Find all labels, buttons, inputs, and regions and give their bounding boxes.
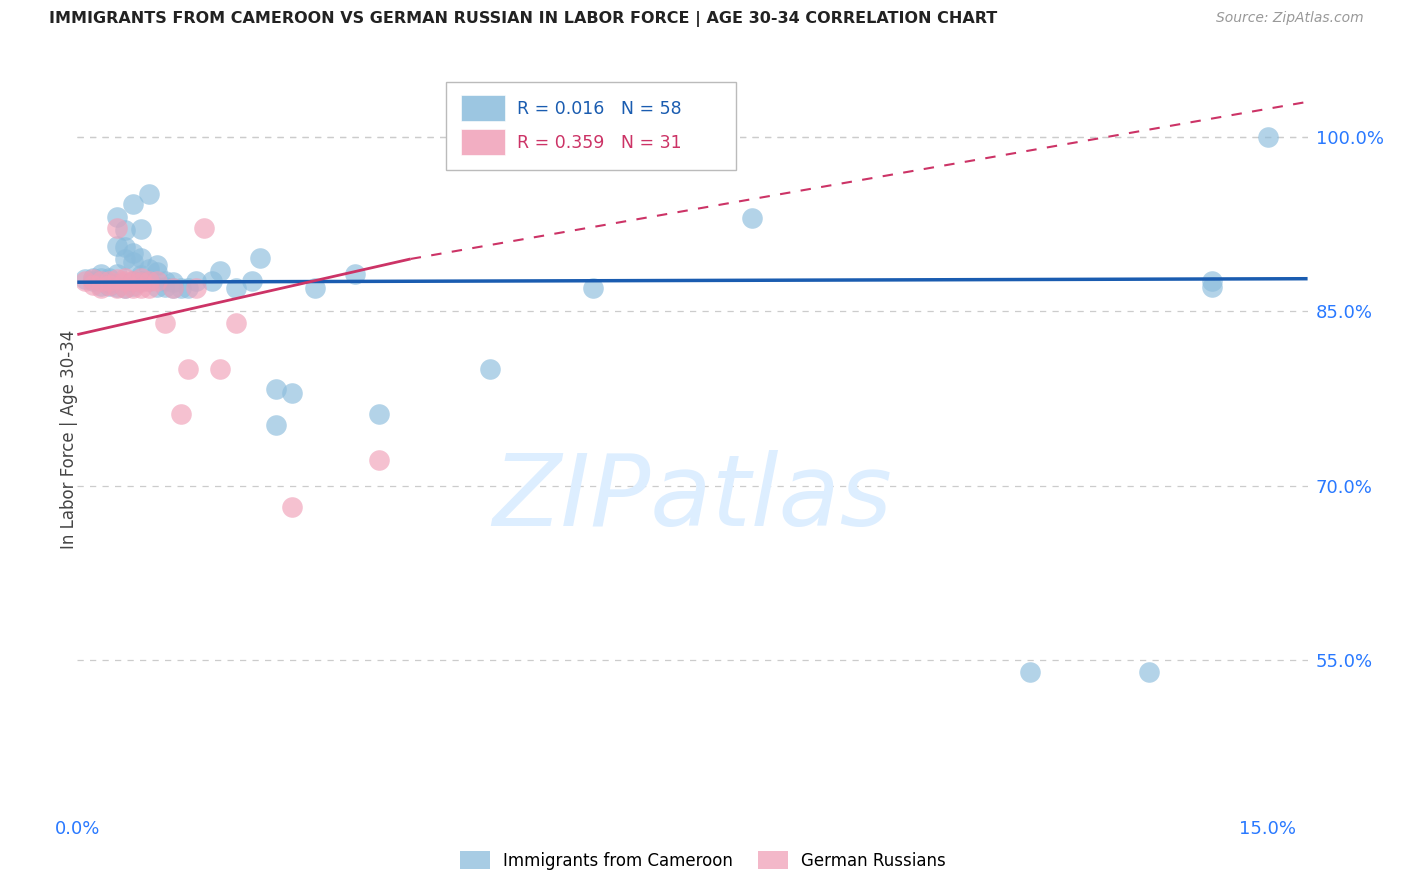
Point [114, 274, 136, 288]
Point [368, 407, 391, 421]
Point [153, 274, 176, 288]
FancyBboxPatch shape [447, 82, 735, 169]
Point [105, 281, 128, 295]
Point [186, 281, 208, 295]
Point [105, 280, 128, 294]
Point [122, 281, 145, 295]
Point [201, 274, 224, 288]
Text: R = 0.359   N = 31: R = 0.359 N = 31 [516, 134, 681, 152]
Point [264, 382, 287, 396]
Point [153, 316, 176, 330]
Point [105, 239, 128, 253]
Point [98, 277, 121, 291]
Point [1137, 665, 1160, 679]
Point [209, 362, 232, 376]
Point [105, 267, 128, 281]
Point [90, 278, 112, 293]
Point [177, 362, 200, 376]
Point [122, 278, 145, 293]
Point [162, 281, 184, 295]
Point [138, 262, 160, 277]
Point [75, 274, 97, 288]
Point [90, 274, 112, 288]
Point [138, 186, 160, 201]
Point [225, 316, 247, 330]
Point [114, 223, 136, 237]
Point [82, 277, 104, 292]
Point [1257, 129, 1279, 144]
Point [129, 274, 152, 288]
Point [98, 274, 121, 288]
Point [105, 271, 128, 285]
Point [114, 270, 136, 285]
FancyBboxPatch shape [461, 95, 506, 120]
Point [114, 281, 136, 295]
Point [105, 210, 128, 224]
Point [162, 275, 184, 289]
Text: R = 0.016   N = 58: R = 0.016 N = 58 [516, 100, 681, 118]
Point [1201, 280, 1223, 294]
Point [129, 270, 152, 285]
Point [249, 251, 271, 265]
Point [145, 265, 167, 279]
Y-axis label: In Labor Force | Age 30-34: In Labor Force | Age 30-34 [60, 330, 77, 549]
Point [225, 281, 247, 295]
Point [90, 270, 112, 285]
Point [105, 220, 128, 235]
Point [122, 274, 145, 288]
Point [169, 281, 191, 295]
Point [138, 274, 160, 288]
Legend: Immigrants from Cameroon, German Russians: Immigrants from Cameroon, German Russian… [453, 845, 953, 877]
Point [122, 255, 145, 269]
Point [145, 274, 167, 288]
Point [75, 271, 97, 285]
Point [1018, 665, 1040, 679]
Point [114, 240, 136, 254]
Text: ZIPatlas: ZIPatlas [492, 450, 893, 548]
Point [129, 275, 152, 289]
Point [1201, 274, 1223, 288]
Point [82, 270, 104, 285]
Text: Source: ZipAtlas.com: Source: ZipAtlas.com [1216, 11, 1364, 25]
Point [122, 246, 145, 260]
Point [177, 281, 200, 295]
Point [368, 453, 391, 467]
Point [280, 385, 302, 400]
Point [169, 407, 191, 421]
Text: IMMIGRANTS FROM CAMEROON VS GERMAN RUSSIAN IN LABOR FORCE | AGE 30-34 CORRELATIO: IMMIGRANTS FROM CAMEROON VS GERMAN RUSSI… [49, 11, 997, 27]
Point [90, 267, 112, 281]
Point [122, 274, 145, 288]
Point [98, 270, 121, 285]
Point [741, 211, 763, 226]
Point [193, 220, 215, 235]
Point [582, 281, 605, 295]
Point [240, 274, 263, 288]
Point [145, 280, 167, 294]
Point [90, 281, 112, 295]
Point [153, 280, 176, 294]
Point [98, 278, 121, 293]
Point [280, 500, 302, 514]
Point [129, 251, 152, 265]
Point [344, 267, 367, 281]
Point [82, 271, 104, 285]
Point [138, 281, 160, 295]
Point [129, 268, 152, 283]
Point [162, 281, 184, 295]
Point [114, 252, 136, 266]
Point [122, 197, 145, 211]
Point [129, 281, 152, 295]
Point [114, 281, 136, 295]
Point [82, 274, 104, 288]
Point [145, 258, 167, 272]
Point [138, 274, 160, 288]
Point [304, 281, 326, 295]
Point [264, 418, 287, 433]
Point [186, 274, 208, 288]
FancyBboxPatch shape [461, 129, 506, 155]
Point [98, 277, 121, 292]
Point [209, 263, 232, 277]
Point [479, 362, 502, 376]
Point [129, 221, 152, 235]
